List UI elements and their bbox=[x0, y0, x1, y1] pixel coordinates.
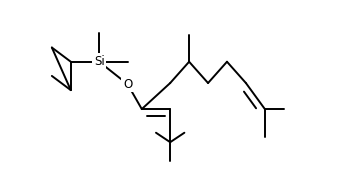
Text: O: O bbox=[123, 78, 132, 91]
Text: Si: Si bbox=[94, 55, 104, 68]
